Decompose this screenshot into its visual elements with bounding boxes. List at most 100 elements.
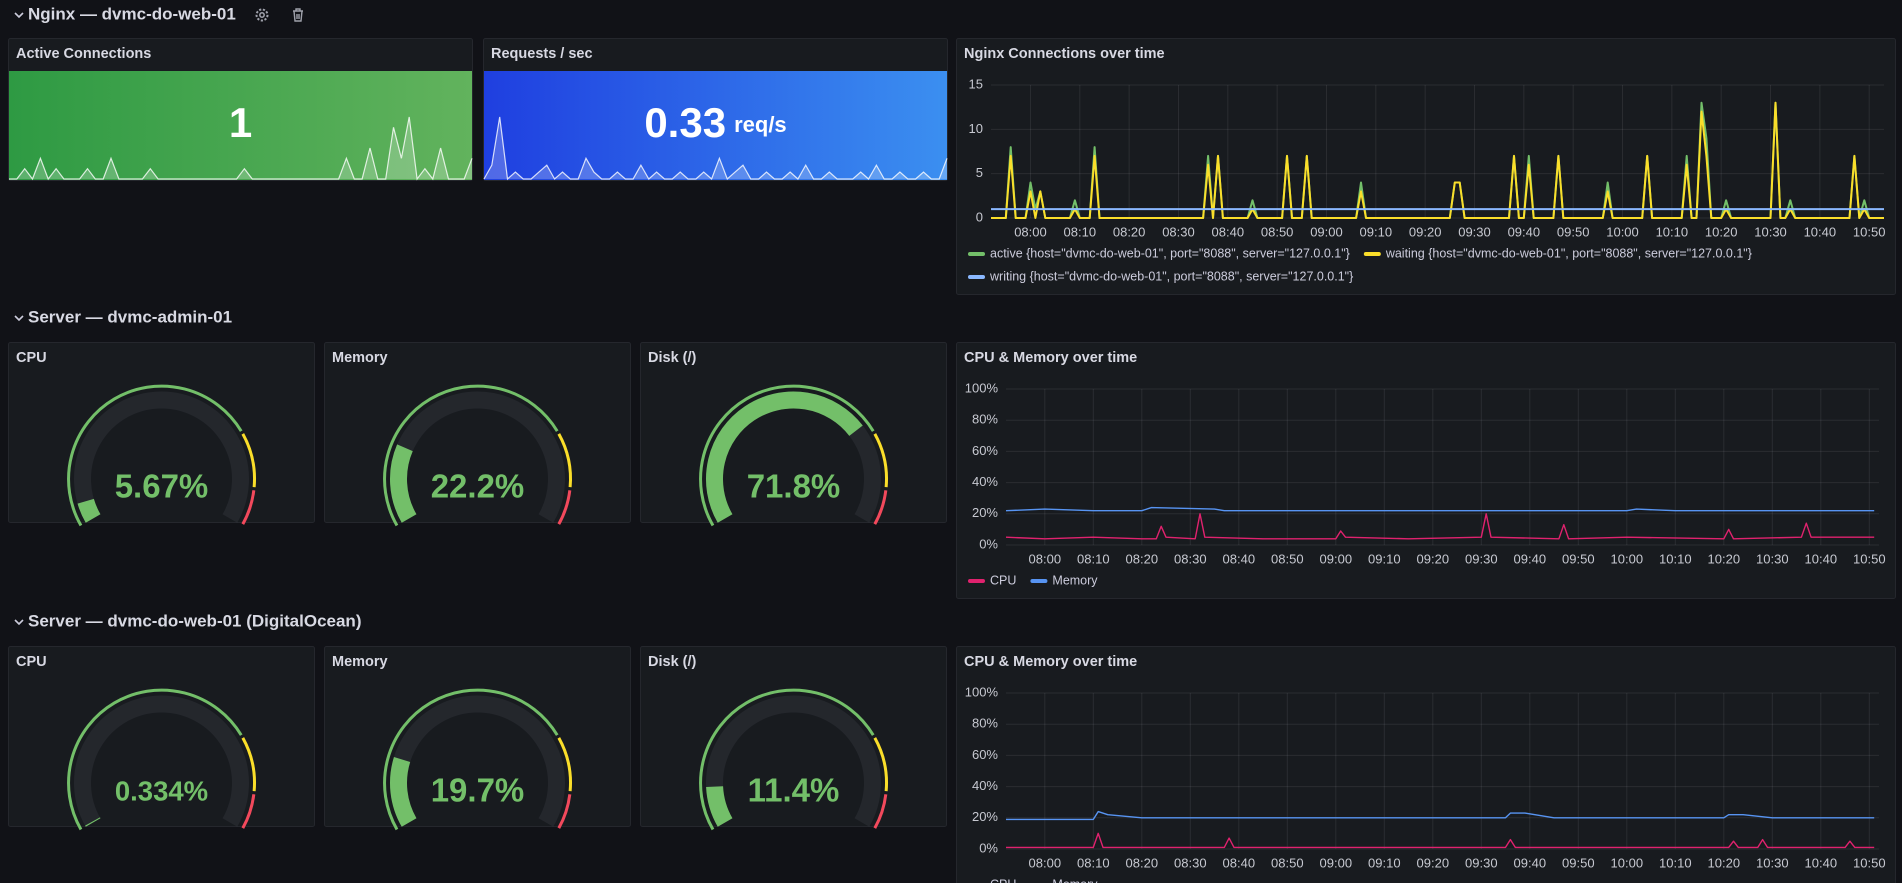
x-tick-label: 08:50	[1271, 855, 1304, 870]
x-tick-label: 09:30	[1465, 551, 1498, 566]
threshold-arc	[241, 490, 256, 525]
x-tick-label: 10:10	[1659, 855, 1692, 870]
x-tick-label: 08:20	[1126, 551, 1159, 566]
stat-background	[484, 71, 947, 180]
panel	[8, 646, 315, 827]
x-tick-label: 08:00	[1029, 855, 1062, 870]
x-tick-label: 09:10	[1360, 224, 1393, 239]
panel	[956, 342, 1896, 599]
x-tick-label: 08:50	[1271, 551, 1304, 566]
x-tick-label: 08:20	[1126, 855, 1159, 870]
section-header[interactable]: Server — dvmc-admin-01	[14, 307, 232, 326]
y-tick-label: 100%	[965, 684, 999, 699]
legend-label: Memory	[1052, 573, 1098, 587]
x-tick-label: 09:40	[1514, 855, 1547, 870]
legend-item[interactable]: CPU	[968, 573, 1016, 587]
x-tick-label: 10:50	[1853, 855, 1886, 870]
x-tick-label: 08:30	[1162, 224, 1195, 239]
legend-label: writing {host="dvmc-do-web-01", port="80…	[989, 269, 1353, 283]
settings-icon[interactable]	[255, 8, 269, 22]
x-tick-label: 08:10	[1064, 224, 1097, 239]
collapse-chevron[interactable]	[14, 315, 24, 322]
panel-title: Memory	[332, 350, 388, 366]
panel-title: Active Connections	[16, 46, 151, 62]
x-tick-label: 08:40	[1223, 855, 1256, 870]
collapse-chevron[interactable]	[14, 12, 24, 19]
x-tick-label: 09:40	[1514, 551, 1547, 566]
stat-value: 1	[229, 99, 252, 146]
panel-title: Disk (/)	[648, 350, 697, 366]
x-tick-label: 08:40	[1223, 551, 1256, 566]
x-tick-label: 10:20	[1705, 224, 1738, 239]
x-tick-label: 09:00	[1320, 855, 1353, 870]
x-tick-label: 09:00	[1320, 551, 1353, 566]
threshold-arc	[67, 384, 243, 527]
legend-item[interactable]: writing {host="dvmc-do-web-01", port="80…	[968, 269, 1353, 283]
series-line	[991, 101, 1884, 219]
gauge-label: 22.2%	[431, 468, 525, 505]
delete-icon[interactable]	[293, 8, 303, 22]
x-tick-label: 09:50	[1562, 551, 1595, 566]
y-tick-label: 5	[976, 165, 983, 180]
x-tick-label: 08:30	[1174, 855, 1207, 870]
x-tick-label: 08:00	[1014, 224, 1047, 239]
collapse-chevron[interactable]	[14, 619, 24, 626]
threshold-arc	[241, 737, 256, 792]
sparkline	[9, 116, 473, 181]
panel	[8, 342, 315, 523]
section-title: Nginx — dvmc-do-web-01	[28, 4, 236, 23]
x-tick-label: 10:40	[1804, 224, 1837, 239]
legend-item[interactable]: Memory	[1032, 877, 1098, 883]
panel-title: CPU	[16, 350, 47, 366]
legend-label: Memory	[1052, 877, 1098, 883]
x-tick-label: 10:20	[1708, 551, 1741, 566]
panel-title: CPU	[16, 654, 47, 670]
y-tick-label: 60%	[972, 443, 998, 458]
x-tick-label: 10:00	[1611, 855, 1644, 870]
stat-value: 0.33 req/s	[644, 99, 786, 146]
section-header[interactable]: Server — dvmc-do-web-01 (DigitalOcean)	[14, 611, 361, 630]
section-header[interactable]: Nginx — dvmc-do-web-01	[14, 4, 303, 23]
threshold-arc	[557, 794, 572, 829]
x-tick-label: 09:10	[1368, 855, 1401, 870]
x-tick-label: 08:00	[1029, 551, 1062, 566]
panel-title: Requests / sec	[491, 46, 593, 62]
x-tick-label: 10:30	[1756, 551, 1789, 566]
x-tick-label: 09:30	[1458, 224, 1491, 239]
gauge-label: 19.7%	[431, 772, 525, 809]
legend-item[interactable]: CPU	[970, 877, 1016, 883]
legend-item[interactable]: active {host="dvmc-do-web-01", port="808…	[968, 246, 1350, 260]
x-tick-label: 09:10	[1368, 551, 1401, 566]
series-line	[1005, 513, 1875, 540]
y-tick-label: 40%	[972, 474, 998, 489]
panel-title: Memory	[332, 654, 388, 670]
legend-item[interactable]: waiting {host="dvmc-do-web-01", port="80…	[1363, 246, 1752, 260]
x-tick-label: 09:00	[1310, 224, 1343, 239]
x-tick-label: 09:20	[1417, 551, 1450, 566]
legend-label: CPU	[990, 573, 1016, 587]
y-tick-label: 60%	[972, 747, 998, 762]
threshold-arc	[699, 384, 875, 527]
stat-number: 1	[229, 99, 252, 146]
section-title: Server — dvmc-do-web-01 (DigitalOcean)	[28, 611, 361, 630]
y-tick-label: 20%	[972, 809, 998, 824]
threshold-arc	[557, 433, 572, 488]
panel	[640, 646, 947, 827]
x-tick-label: 10:40	[1805, 855, 1838, 870]
gauge-value	[77, 498, 101, 523]
gauge-value	[85, 817, 101, 827]
x-tick-label: 10:10	[1656, 224, 1689, 239]
threshold-arc	[699, 688, 875, 831]
x-tick-label: 08:10	[1077, 855, 1110, 870]
y-tick-label: 0%	[979, 536, 998, 551]
panel-title: CPU & Memory over time	[964, 350, 1137, 366]
threshold-arc	[383, 688, 559, 831]
threshold-arc	[241, 433, 256, 488]
gauge-label: 71.8%	[747, 468, 841, 505]
x-tick-label: 10:30	[1756, 855, 1789, 870]
legend-item[interactable]: Memory	[1030, 573, 1098, 587]
gauge-value	[706, 785, 733, 827]
y-tick-label: 100%	[965, 380, 999, 395]
x-tick-label: 09:40	[1508, 224, 1541, 239]
